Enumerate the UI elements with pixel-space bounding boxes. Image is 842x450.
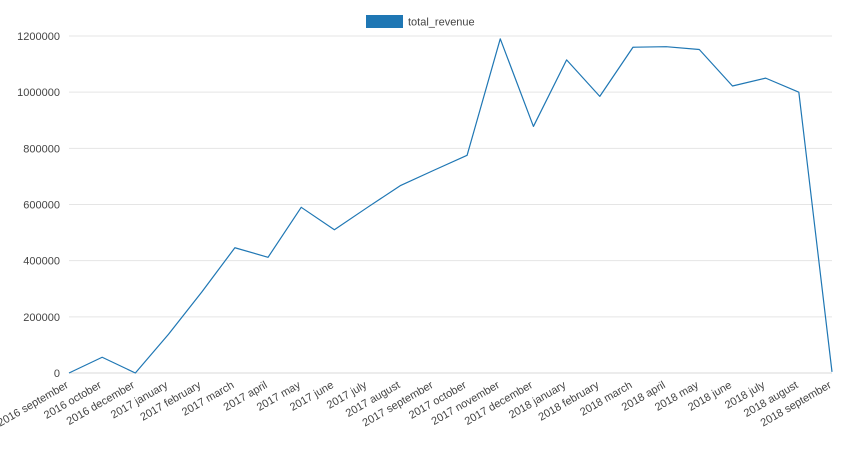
data-point[interactable] bbox=[464, 152, 470, 158]
y-tick-label: 800000 bbox=[23, 143, 60, 155]
data-point[interactable] bbox=[630, 44, 636, 50]
data-point[interactable] bbox=[663, 44, 669, 50]
data-point[interactable] bbox=[729, 83, 735, 89]
data-point[interactable] bbox=[199, 289, 205, 295]
y-tick-label: 1200000 bbox=[17, 31, 60, 43]
y-tick-label: 200000 bbox=[23, 312, 60, 324]
data-point[interactable] bbox=[232, 245, 238, 251]
data-point[interactable] bbox=[796, 89, 802, 95]
series-layer bbox=[66, 36, 835, 376]
legend-swatch[interactable] bbox=[366, 15, 403, 28]
legend-label-total-revenue[interactable]: total_revenue bbox=[408, 17, 475, 29]
data-point[interactable] bbox=[298, 204, 304, 210]
y-tick-label: 0 bbox=[54, 368, 60, 380]
data-point[interactable] bbox=[398, 182, 404, 188]
data-point[interactable] bbox=[265, 254, 271, 260]
data-point[interactable] bbox=[99, 354, 105, 360]
y-tick-labels: 0 200000 400000 600000 800000 1000000 1200000 bbox=[17, 31, 60, 380]
data-point[interactable] bbox=[166, 331, 172, 337]
data-point[interactable] bbox=[331, 227, 337, 233]
legend[interactable]: total_revenue bbox=[366, 15, 475, 29]
data-point[interactable] bbox=[696, 46, 702, 52]
gridlines bbox=[69, 35, 832, 318]
data-point[interactable] bbox=[365, 204, 371, 210]
data-point[interactable] bbox=[132, 370, 138, 376]
data-point[interactable] bbox=[829, 369, 835, 375]
data-point[interactable] bbox=[530, 123, 536, 129]
data-point[interactable] bbox=[564, 57, 570, 63]
data-point[interactable] bbox=[597, 93, 603, 99]
data-point[interactable] bbox=[431, 167, 437, 173]
y-tick-label: 400000 bbox=[23, 256, 60, 268]
data-point[interactable] bbox=[66, 370, 72, 376]
y-tick-label: 600000 bbox=[23, 200, 60, 212]
series-line-total-revenue[interactable] bbox=[68, 38, 833, 374]
data-point[interactable] bbox=[763, 75, 769, 81]
y-tick-label: 1000000 bbox=[17, 87, 60, 99]
data-point[interactable] bbox=[497, 36, 503, 42]
